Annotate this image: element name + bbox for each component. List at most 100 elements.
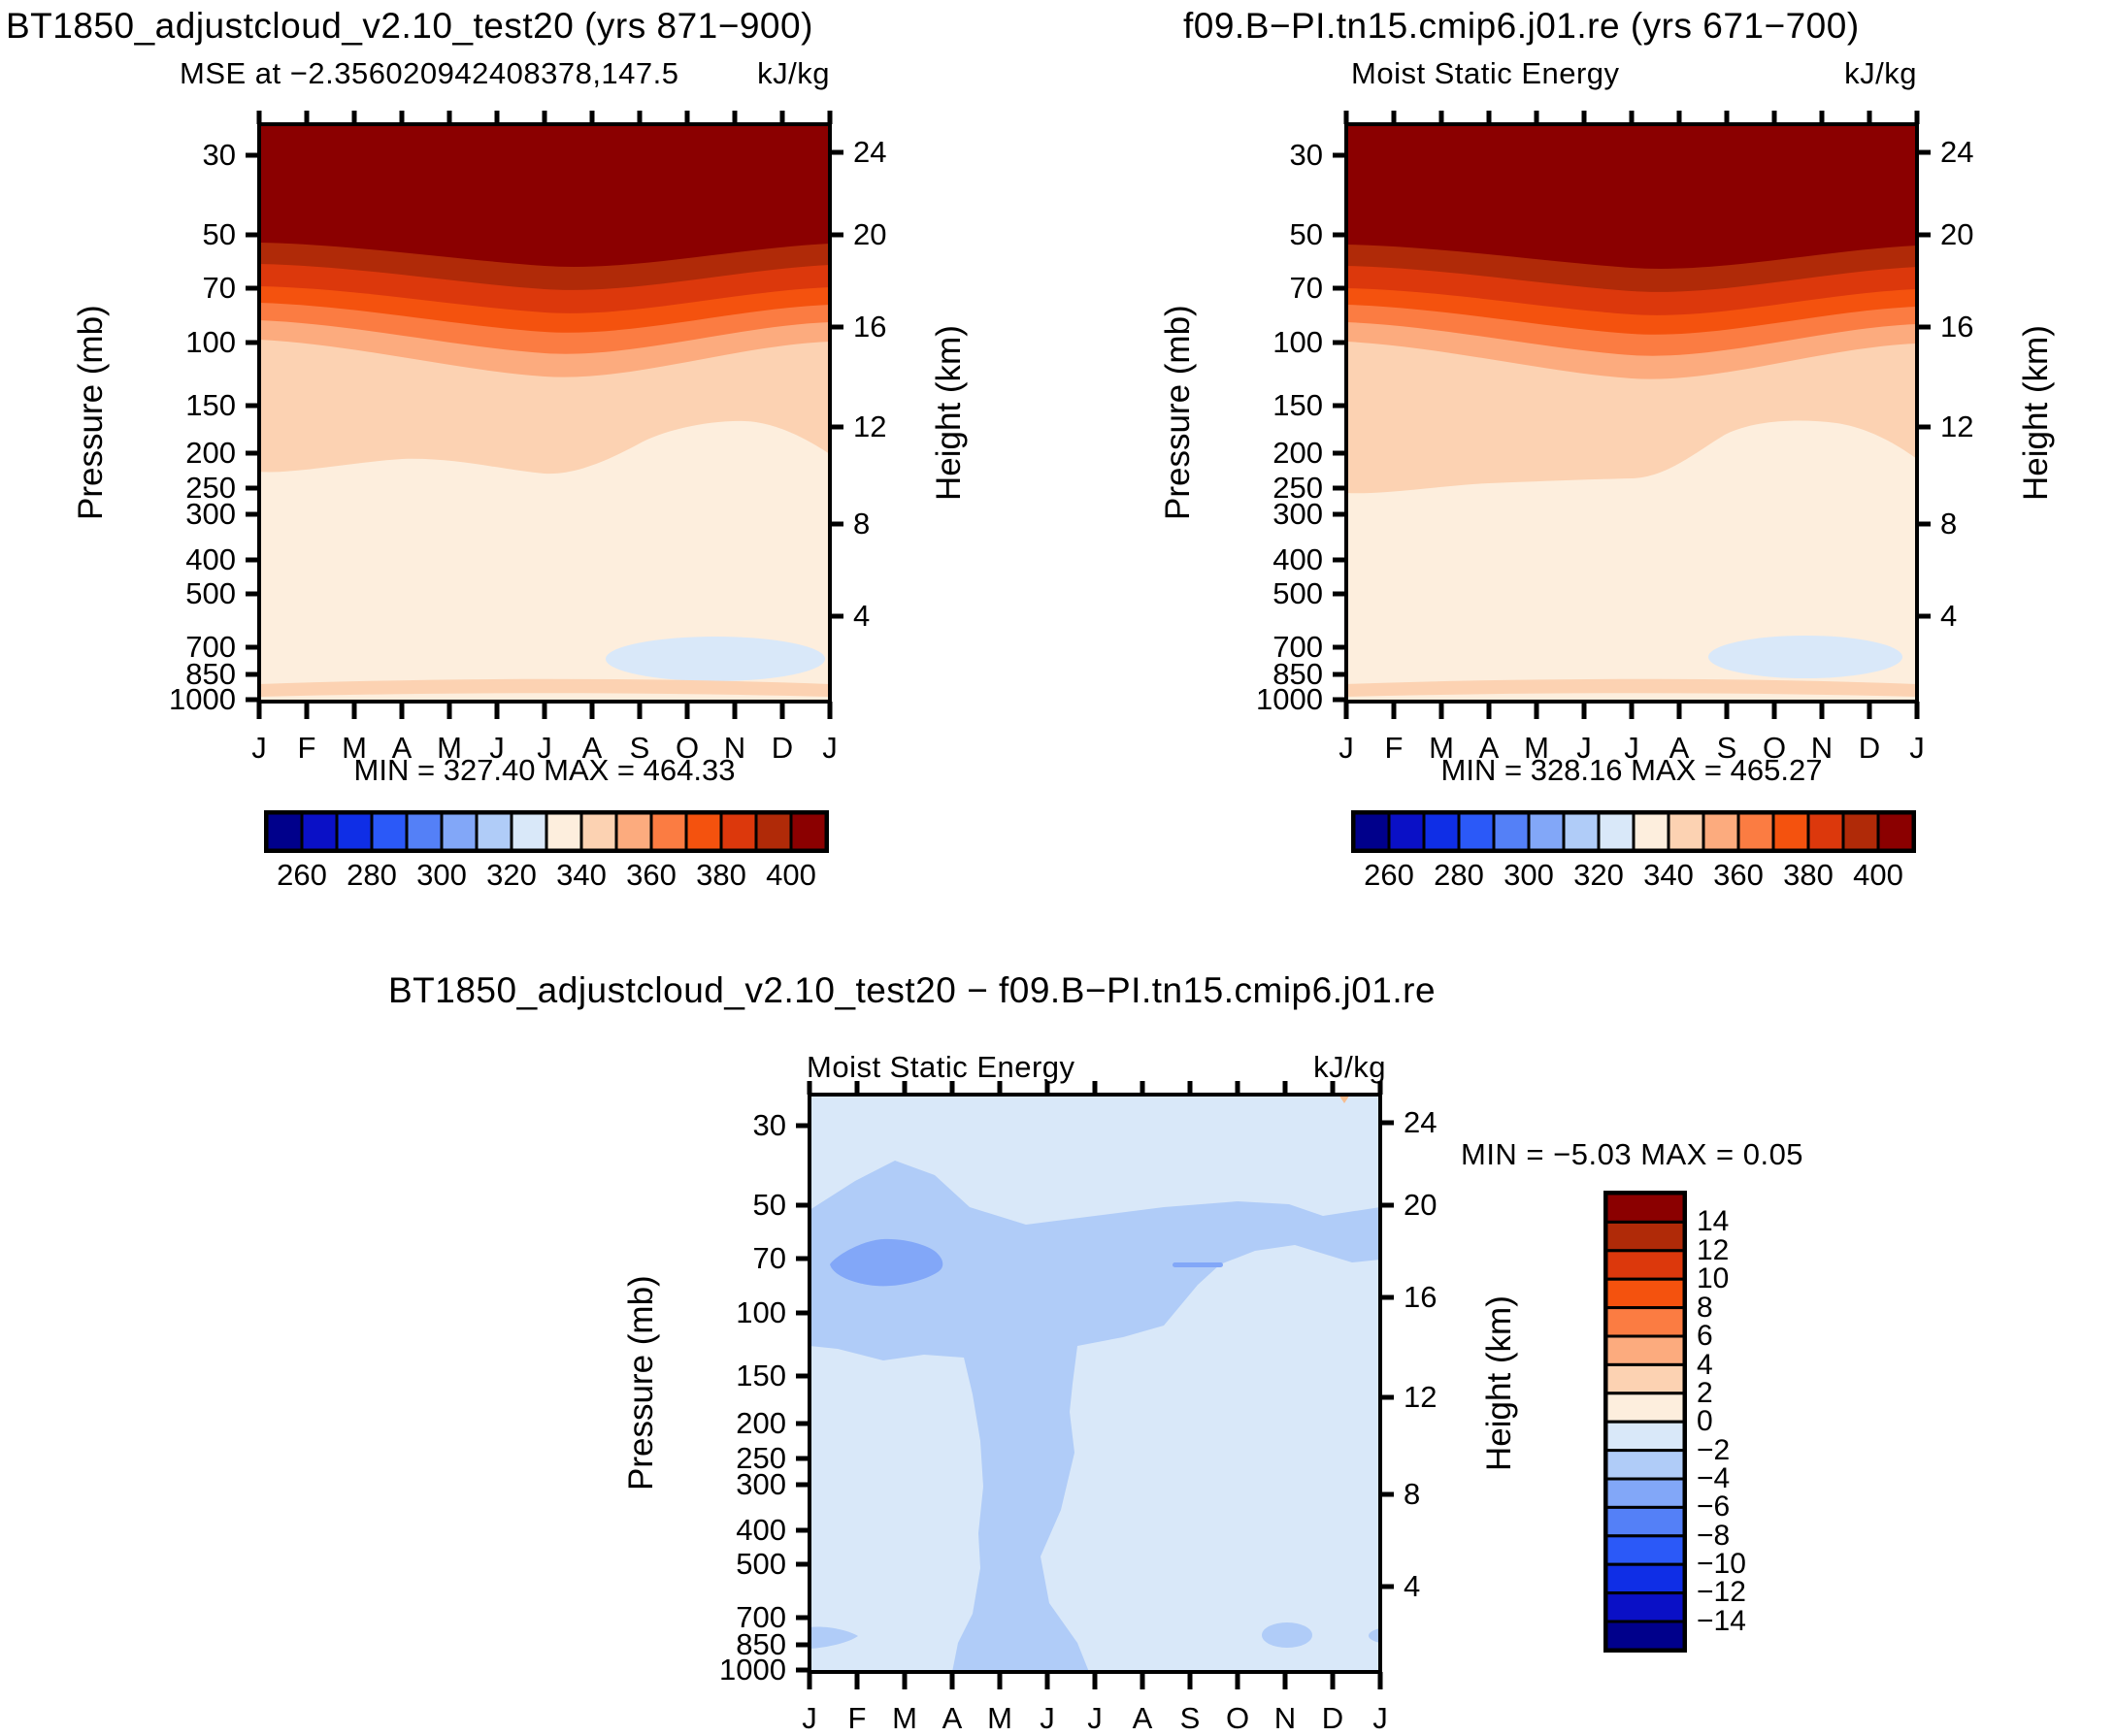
month-tick-label: M bbox=[1429, 731, 1454, 765]
diff-colorbar-tick-label: −4 bbox=[1697, 1462, 1731, 1494]
panel2-subtitle: Moist Static Energy bbox=[1351, 56, 1620, 90]
colorbar-cell bbox=[1736, 811, 1775, 852]
colorbar-cell bbox=[684, 811, 723, 852]
colorbar-cell bbox=[1604, 1477, 1686, 1509]
pressure-tick-label: 850 bbox=[736, 1627, 786, 1661]
band-minus4-to-minus6-pocket bbox=[830, 1238, 943, 1287]
colorbar-tick-label: 400 bbox=[766, 858, 816, 892]
height-tick-label: 20 bbox=[853, 217, 887, 251]
height-tick-label: 12 bbox=[1940, 409, 1974, 443]
pressure-tick-label: 150 bbox=[1272, 388, 1323, 422]
colorbar-cell bbox=[545, 811, 583, 852]
surface-moist-layer bbox=[1346, 678, 1917, 697]
month-tick-label: J bbox=[251, 731, 267, 765]
pressure-tick-label: 1000 bbox=[1256, 682, 1323, 716]
colorbar-cell bbox=[614, 811, 653, 852]
month-tick-label: J bbox=[802, 1701, 817, 1735]
surface-patch-jan-feb bbox=[810, 1626, 858, 1649]
right-axis-ticks bbox=[1917, 149, 1931, 619]
month-tick-label: D bbox=[771, 731, 794, 765]
panel2-minmax: MIN = 328.16 MAX = 465.27 bbox=[1440, 753, 1823, 787]
month-tick-label: N bbox=[1273, 1701, 1297, 1735]
pressure-tick-label: 400 bbox=[736, 1513, 786, 1547]
band-330-340 bbox=[259, 420, 830, 702]
colorbar-cell bbox=[1604, 1392, 1686, 1424]
month-tick-label: M bbox=[892, 1701, 917, 1735]
pressure-tick-label: 200 bbox=[185, 436, 236, 470]
colorbar-cell bbox=[300, 811, 339, 852]
month-tick-label: N bbox=[723, 731, 746, 765]
right-axis-ticks bbox=[830, 149, 843, 619]
colorbar-cell bbox=[1597, 811, 1636, 852]
colorbar-cell bbox=[1604, 1334, 1686, 1366]
pressure-tick-label: 400 bbox=[1272, 542, 1323, 576]
pressure-tick-label: 250 bbox=[1272, 471, 1323, 505]
pressure-tick-label: 30 bbox=[1289, 138, 1323, 172]
height-tick-label: 16 bbox=[853, 310, 887, 344]
colorbar-cell bbox=[1604, 1362, 1686, 1395]
pressure-tick-label: 1000 bbox=[169, 682, 236, 716]
colorbar-tick-label: 260 bbox=[277, 858, 327, 892]
panel3-plot: 30 50 70 100 150 200 250 300 400 500 700… bbox=[622, 1081, 1518, 1735]
pressure-tick-label: 250 bbox=[185, 471, 236, 505]
height-tick-label: 8 bbox=[1404, 1477, 1421, 1511]
diff-colorbar-tick-label: −2 bbox=[1697, 1434, 1731, 1466]
month-tick-label: O bbox=[675, 731, 700, 765]
month-tick-label: J bbox=[1040, 1701, 1055, 1735]
band-320-330-lens bbox=[606, 637, 825, 681]
pressure-tick-label: 700 bbox=[736, 1600, 786, 1634]
left-axis-ticks bbox=[1333, 152, 1346, 703]
height-tick-label: 12 bbox=[1404, 1380, 1438, 1414]
diff-colorbar-tick-label: −6 bbox=[1697, 1490, 1731, 1523]
panel2-colorbar bbox=[1351, 810, 1916, 853]
colorbar-cell bbox=[265, 811, 304, 852]
diff-colorbar-tick-label: 4 bbox=[1697, 1349, 1713, 1381]
month-tick-label: J bbox=[1909, 731, 1925, 765]
pressure-tick-label: 50 bbox=[202, 217, 236, 251]
month-tick-label: J bbox=[1338, 731, 1354, 765]
pressure-tick-label: 850 bbox=[185, 657, 236, 691]
surface-patch-nov bbox=[1262, 1622, 1312, 1648]
colorbar-cell bbox=[440, 811, 479, 852]
month-tick-label: A bbox=[1132, 1701, 1153, 1735]
colorbar-cell bbox=[510, 811, 548, 852]
pressure-axis-label: Pressure (mb) bbox=[1159, 305, 1197, 521]
height-tick-label: 20 bbox=[1940, 217, 1974, 251]
height-tick-label: 20 bbox=[1404, 1188, 1438, 1222]
colorbar-cell bbox=[719, 811, 758, 852]
colorbar-cell bbox=[1387, 811, 1426, 852]
month-tick-label: A bbox=[1478, 731, 1500, 765]
pressure-tick-label: 200 bbox=[736, 1406, 786, 1440]
pressure-tick-label: 850 bbox=[1272, 657, 1323, 691]
pressure-tick-label: 300 bbox=[1272, 497, 1323, 531]
colorbar-cell bbox=[1604, 1277, 1686, 1310]
colorbar-tick-label: 360 bbox=[626, 858, 677, 892]
pressure-tick-label: 700 bbox=[1272, 630, 1323, 664]
top-axis-ticks bbox=[256, 111, 833, 124]
colorbar-cell bbox=[1604, 1505, 1686, 1538]
colorbar-cell bbox=[405, 811, 444, 852]
panel3-title: BT1850_adjustcloud_v2.10_test20 − f09.B−… bbox=[388, 970, 1437, 1010]
pressure-tick-label: 300 bbox=[185, 497, 236, 531]
month-tick-label: F bbox=[297, 731, 316, 765]
month-tick-label: J bbox=[537, 731, 552, 765]
colorbar-tick-label: 260 bbox=[1364, 858, 1414, 892]
pressure-axis-label: Pressure (mb) bbox=[622, 1275, 660, 1491]
colorbar-cell bbox=[1876, 811, 1915, 852]
top-axis-ticks bbox=[1343, 111, 1920, 124]
pressure-tick-label: 100 bbox=[736, 1295, 786, 1329]
diff-colorbar-tick-label: 2 bbox=[1697, 1377, 1713, 1409]
colorbar-cell bbox=[1562, 811, 1601, 852]
colorbar-tick-label: 320 bbox=[1573, 858, 1624, 892]
height-tick-label: 24 bbox=[1940, 135, 1974, 169]
month-tick-label: J bbox=[1372, 1701, 1388, 1735]
panel3-subtitle: Moist Static Energy bbox=[807, 1050, 1075, 1084]
colorbar-cell bbox=[1604, 1420, 1686, 1453]
month-tick-label: O bbox=[1762, 731, 1787, 765]
month-tick-label: F bbox=[1384, 731, 1404, 765]
month-tick-label: D bbox=[1321, 1701, 1344, 1735]
diff-colorbar-tick-label: −8 bbox=[1697, 1520, 1731, 1552]
month-tick-label: S bbox=[1716, 731, 1737, 765]
month-tick-label: J bbox=[489, 731, 505, 765]
panel1-subtitle: MSE at −2.356020942408378,147.5 bbox=[180, 56, 679, 90]
